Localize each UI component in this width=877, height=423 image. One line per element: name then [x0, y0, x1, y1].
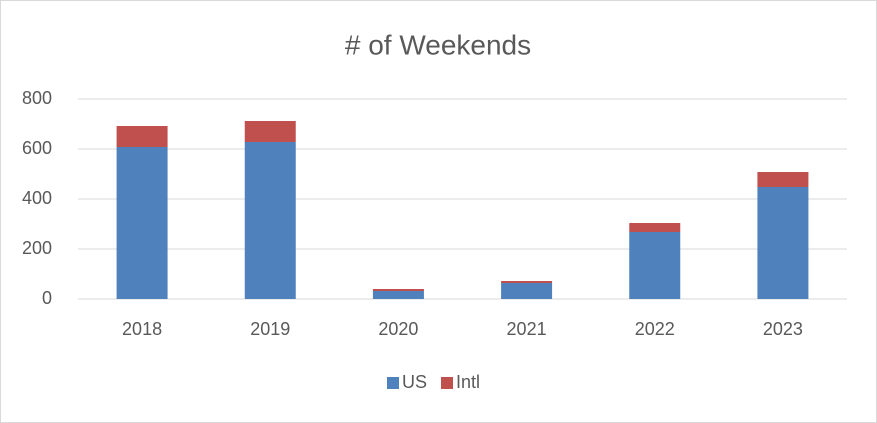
bar [629, 223, 681, 232]
bar [757, 187, 809, 299]
bar [629, 232, 681, 299]
x-tick-label: 2020 [378, 319, 418, 339]
y-tick-label: 800 [22, 88, 52, 108]
y-tick-label: 0 [42, 288, 52, 308]
bar [372, 291, 424, 299]
legend-swatch [387, 377, 399, 389]
chart-title: # of Weekends [345, 29, 531, 60]
bar [372, 289, 424, 291]
bar [501, 283, 553, 299]
x-tick-label: 2023 [763, 319, 803, 339]
legend-label: Intl [456, 372, 480, 392]
x-tick-label: 2022 [635, 319, 675, 339]
bar [244, 121, 296, 142]
y-tick-label: 200 [22, 238, 52, 258]
y-tick-label: 400 [22, 188, 52, 208]
x-tick-label: 2018 [122, 319, 162, 339]
legend-swatch [441, 377, 454, 389]
bar [244, 142, 296, 299]
x-tick-label: 2021 [507, 319, 547, 339]
y-tick-label: 600 [22, 138, 52, 158]
bar [116, 126, 168, 147]
bar [116, 147, 168, 299]
bar [757, 172, 809, 187]
legend-label: US [402, 372, 427, 392]
x-tick-label: 2019 [250, 319, 290, 339]
bar [501, 281, 553, 283]
